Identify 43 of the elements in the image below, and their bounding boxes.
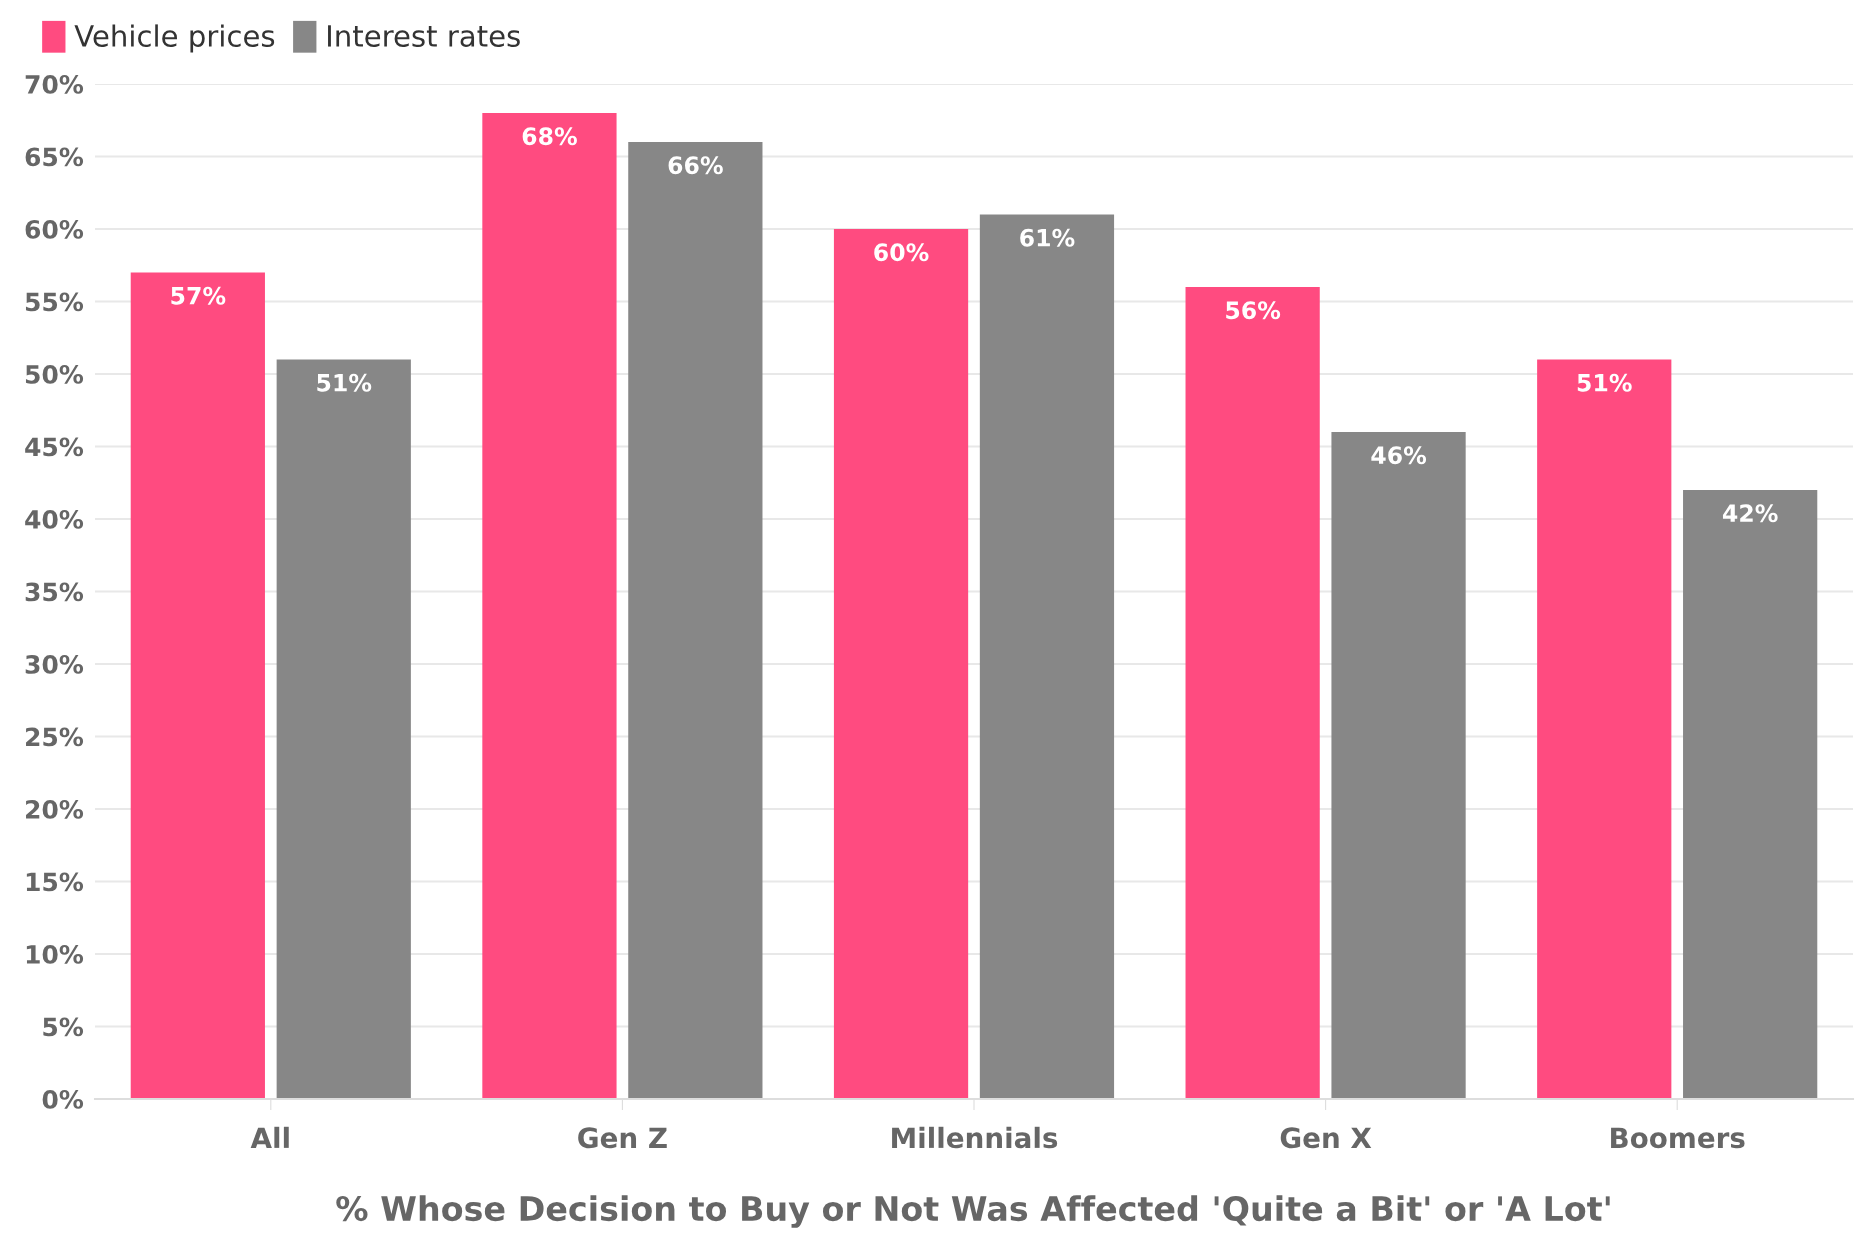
- y-tick-label: 5%: [43, 1017, 84, 1037]
- y-tick-label: 70%: [25, 74, 84, 94]
- legend-label: Interest rates: [328, 25, 520, 47]
- y-tick-label: 55%: [25, 292, 84, 312]
- y-tick-label: 0%: [42, 1089, 84, 1109]
- bar: [1185, 287, 1320, 1099]
- data-label: 51%: [317, 373, 372, 392]
- x-tick-label: Gen Z: [578, 1127, 667, 1149]
- x-tick-label: Gen X: [1280, 1127, 1372, 1149]
- legend-label: Vehicle prices: [74, 24, 275, 53]
- bar: [979, 214, 1115, 1099]
- y-tick-label: 20%: [26, 799, 84, 819]
- y-tick-label: 50%: [25, 364, 84, 384]
- y-tick-label: 10%: [26, 944, 84, 964]
- bar: [1537, 359, 1672, 1099]
- x-axis-title: % Whose Decision to Buy or Not Was Affected 'Quite a Bit' or 'A Lot': [336, 1195, 1610, 1228]
- data-label: 60%: [874, 243, 929, 262]
- data-label: 51%: [1577, 373, 1632, 392]
- bar: [1683, 490, 1818, 1099]
- bar: [1331, 432, 1466, 1099]
- bar: [276, 359, 411, 1099]
- y-tick-label: 30%: [25, 654, 84, 674]
- data-label: 61%: [1020, 228, 1075, 247]
- data-label: 56%: [1226, 301, 1281, 320]
- data-label: 68%: [522, 127, 577, 146]
- bar: [482, 113, 617, 1099]
- data-label: 57%: [171, 286, 226, 305]
- bar: [130, 272, 265, 1099]
- y-tick-label: 35%: [25, 582, 84, 602]
- x-tick-label: Boomers: [1611, 1127, 1745, 1149]
- data-label: 46%: [1371, 446, 1427, 465]
- y-tick-label: 45%: [25, 437, 84, 457]
- y-tick-label: 40%: [25, 509, 84, 529]
- data-label: 42%: [1722, 504, 1778, 523]
- data-label: 66%: [668, 156, 723, 175]
- y-tick-label: 65%: [25, 147, 84, 167]
- x-tick-label: All: [250, 1126, 289, 1148]
- x-tick-label: Millennials: [892, 1126, 1058, 1149]
- y-tick-label: 60%: [25, 219, 84, 239]
- y-tick-label: 15%: [26, 872, 84, 892]
- bar: [628, 142, 763, 1099]
- y-tick-label: 25%: [26, 727, 84, 747]
- bar: [833, 229, 969, 1099]
